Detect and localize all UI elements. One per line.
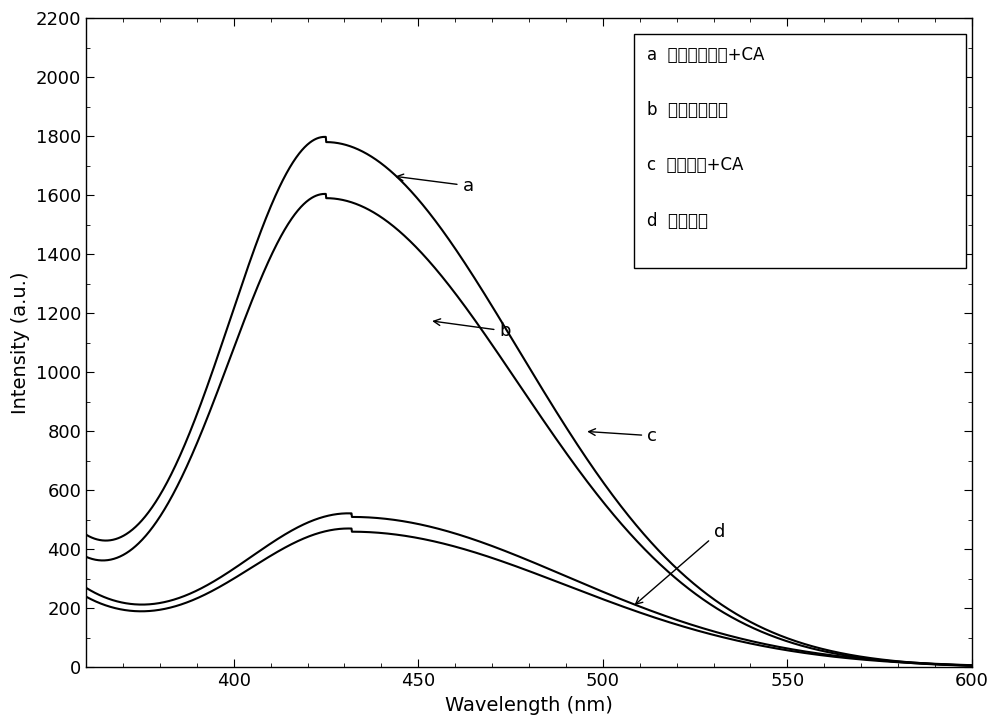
Text: c  碳量子点+CA: c 碳量子点+CA bbox=[647, 156, 743, 174]
Y-axis label: Intensity (a.u.): Intensity (a.u.) bbox=[11, 272, 30, 414]
X-axis label: Wavelength (nm): Wavelength (nm) bbox=[445, 696, 613, 715]
Text: c: c bbox=[589, 427, 657, 445]
Text: b  还原碳量子点: b 还原碳量子点 bbox=[647, 101, 728, 119]
Text: a  还原碳量子点+CA: a 还原碳量子点+CA bbox=[647, 46, 764, 64]
Text: d  碳量子点: d 碳量子点 bbox=[647, 211, 708, 229]
Text: d: d bbox=[636, 523, 725, 604]
Bar bbox=[634, 34, 966, 268]
Text: a: a bbox=[397, 174, 474, 195]
Text: b: b bbox=[434, 319, 511, 340]
